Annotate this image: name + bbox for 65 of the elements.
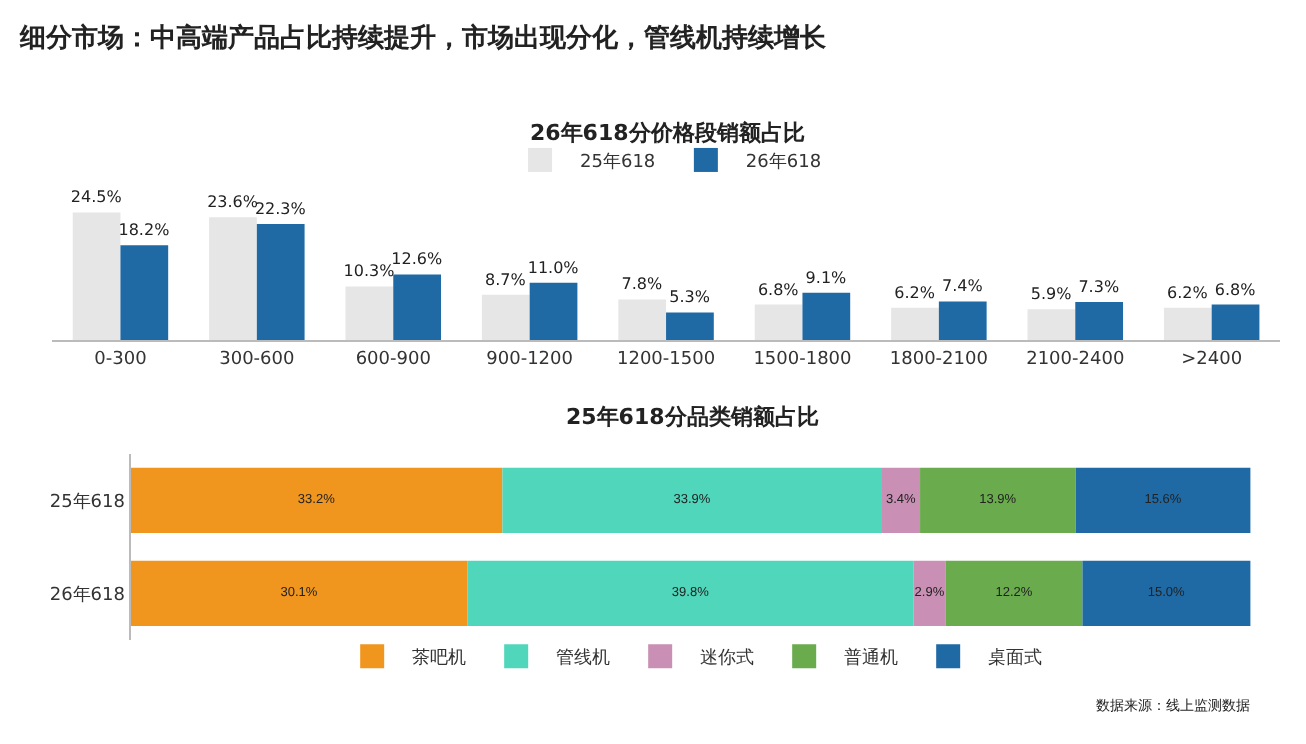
legend-label: 茶吧机 (412, 647, 467, 670)
bar (666, 312, 714, 340)
data-label: 7.4% (942, 277, 984, 296)
bar (1075, 467, 1251, 533)
x-tick-label: 1200-1500 (617, 349, 716, 370)
data-label: 8.7% (485, 270, 527, 289)
data-label: 12.6% (391, 250, 443, 269)
data-label: 7.8% (621, 275, 663, 294)
data-label: 6.8% (757, 280, 800, 299)
data-label: 11.0% (527, 258, 580, 277)
legend-label: 桌面式 (988, 647, 1043, 670)
bar (920, 467, 1076, 533)
bar (120, 245, 169, 340)
data-label: 5.9% (1030, 285, 1073, 304)
bar (502, 467, 882, 533)
x-tick-label: 300-600 (219, 349, 295, 370)
data-label: 18.2% (118, 221, 171, 240)
bar (1082, 560, 1251, 626)
bar (467, 560, 914, 626)
bar (1211, 304, 1260, 340)
legend-label: 迷你式 (700, 647, 755, 670)
bar (393, 274, 441, 340)
bar (1027, 309, 1076, 340)
bar (754, 304, 803, 340)
text: 细分市场：中高端产品占比持续提升，市场出现分化，管线机持续增长 (18, 22, 828, 54)
x-tick-label: 900-1200 (486, 349, 574, 370)
x-tick-label: 0-300 (94, 349, 148, 370)
data-label: 23.6% (207, 193, 259, 212)
bar (913, 560, 946, 626)
bar (938, 301, 987, 340)
data-label: 9.1% (805, 268, 848, 287)
bar (1075, 302, 1124, 340)
bar (802, 292, 851, 340)
legend-label: 普通机 (844, 647, 899, 670)
data-label: 6.2% (1167, 283, 1209, 302)
data-label: 6.2% (894, 283, 936, 302)
legend-label: 管线机 (556, 647, 611, 670)
bar (481, 294, 530, 340)
x-tick-label: 1500-1800 (753, 349, 853, 370)
data-label: 24.5% (70, 188, 123, 207)
data-label: 6.8% (1214, 280, 1257, 299)
data-label: 10.3% (343, 262, 396, 281)
chart-title: 25年618分品类销额占比 (566, 404, 819, 430)
bar (891, 307, 939, 340)
bar (130, 467, 503, 533)
bar (130, 560, 468, 626)
bar (529, 282, 578, 340)
bar (618, 299, 667, 340)
chart-title: 26年618分价格段销额占比 (530, 120, 805, 146)
bar (945, 560, 1083, 626)
data-label: 7.3% (1078, 278, 1120, 296)
bar (72, 212, 121, 340)
legend-label: 26年618 (745, 150, 822, 173)
x-tick-label: 1800-2100 (889, 349, 989, 370)
x-tick-label: >2400 (1181, 349, 1243, 370)
x-tick-label: 600-900 (355, 349, 432, 370)
bar (345, 286, 394, 340)
bar (881, 467, 921, 533)
bar (209, 217, 257, 340)
legend-label: 25年618 (580, 150, 656, 173)
bar (256, 223, 305, 340)
bar (1163, 307, 1212, 340)
data-label: 5.3% (669, 288, 711, 307)
data-label: 22.3% (254, 199, 307, 218)
x-tick-label: 2100-2400 (1026, 349, 1125, 370)
